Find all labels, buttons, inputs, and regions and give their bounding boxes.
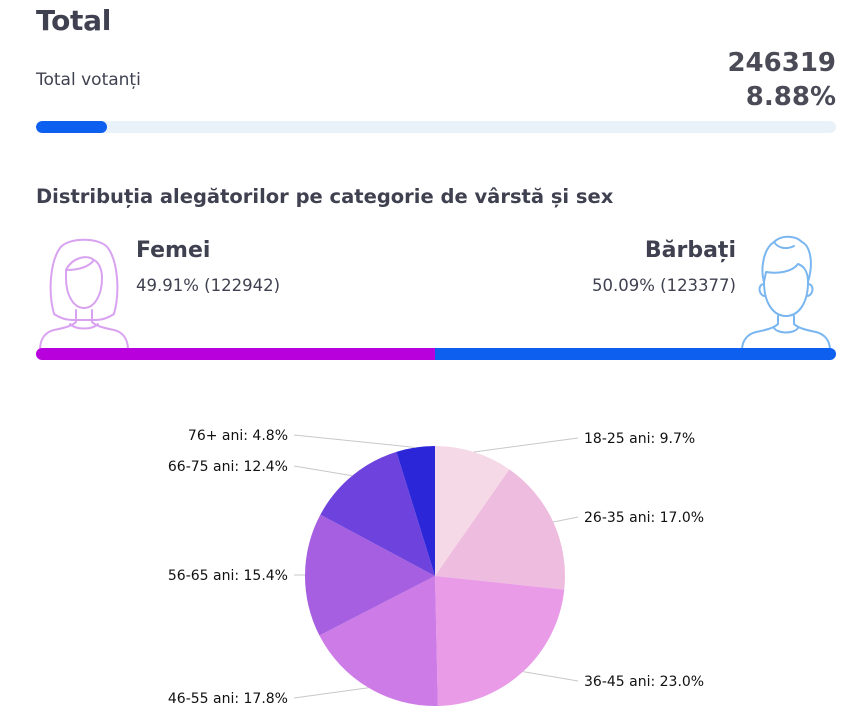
turnout-progress-fill [36,121,108,133]
woman-avatar-icon [39,238,129,350]
total-voters-count: 246319 [727,48,836,78]
distribution-title: Distribuția alegătorilor pe categorie de… [36,185,614,208]
pie-label: 56-65 ani: 15.4% [168,568,288,584]
pie-slice-26-35-ani [435,469,565,590]
pie-slice-18-25-ani [435,446,510,576]
pie-label: 18-25 ani: 9.7% [584,431,695,447]
pie-leader-line [293,434,416,448]
age-pie-chart: 18-25 ani: 9.7% 26-35 ani: 17.0% 36-45 ani… [168,428,704,707]
pie-leader-line [553,516,579,523]
male-stat: 50.09% (123377) [591,276,736,295]
female-stat: 49.91% (122942) [136,276,281,295]
pie-label: 66-75 ani: 12.4% [168,459,288,475]
male-bar-segment [435,348,836,360]
female-bar-segment [36,348,436,360]
female-label: Femei [136,238,211,263]
pie-leader-line [293,687,369,699]
pie-leader-line [293,465,353,477]
pie-slice-36-45-ani [435,576,565,706]
male-label: Bărbați [644,238,736,263]
pie-leader-line [473,437,579,453]
gender-split-bar [36,348,836,360]
man-avatar-icon [741,235,831,350]
pie-label: 26-35 ani: 17.0% [584,510,704,526]
total-voters-label: Total votanți [36,70,141,90]
pie-slice-46-55-ani [319,576,438,706]
pie-label: 36-45 ani: 23.0% [584,674,704,690]
total-voters-percent: 8.88% [745,82,836,112]
pie-label: 76+ ani: 4.8% [188,428,288,444]
page-title: Total [36,4,111,37]
turnout-progress-bar [36,121,836,133]
pie-leader-line [522,671,579,682]
pie-label: 46-55 ani: 17.8% [168,691,288,707]
pie-slice-56-65-ani [305,514,435,636]
pie-slice-76-ani [396,446,435,576]
pie-slice-66-75-ani [320,451,435,576]
